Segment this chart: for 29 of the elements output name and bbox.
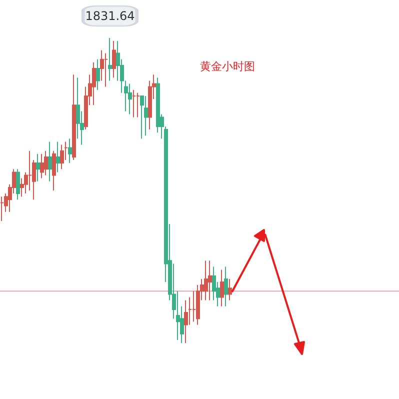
candlestick (184, 300, 188, 344)
candlestick (68, 138, 72, 164)
candlestick (224, 266, 228, 307)
candlestick (140, 95, 144, 140)
candlestick (96, 58, 100, 90)
candlestick (204, 260, 208, 301)
candlestick (56, 141, 60, 173)
candlestick (136, 92, 140, 118)
text: 黄金小时图 (200, 60, 255, 73)
candlestick (220, 269, 224, 307)
candlestick (128, 83, 132, 115)
candlestick (0, 196, 4, 222)
candlestick (144, 95, 148, 136)
annotation: 1831.64 (85, 9, 135, 23)
candlestick (92, 62, 96, 106)
candlestick (48, 141, 52, 182)
candlestick (44, 150, 48, 176)
candlestick (16, 168, 20, 200)
candlestick (208, 260, 212, 301)
candlestick (108, 38, 112, 82)
candlestick (112, 40, 116, 78)
candlestick (72, 74, 76, 160)
candlestick (36, 153, 40, 182)
candlestick (132, 89, 136, 118)
candlestick (104, 52, 108, 88)
candlestick (52, 150, 56, 191)
candlestick (40, 153, 44, 179)
candlestick (60, 144, 64, 170)
candlestick (228, 278, 232, 301)
